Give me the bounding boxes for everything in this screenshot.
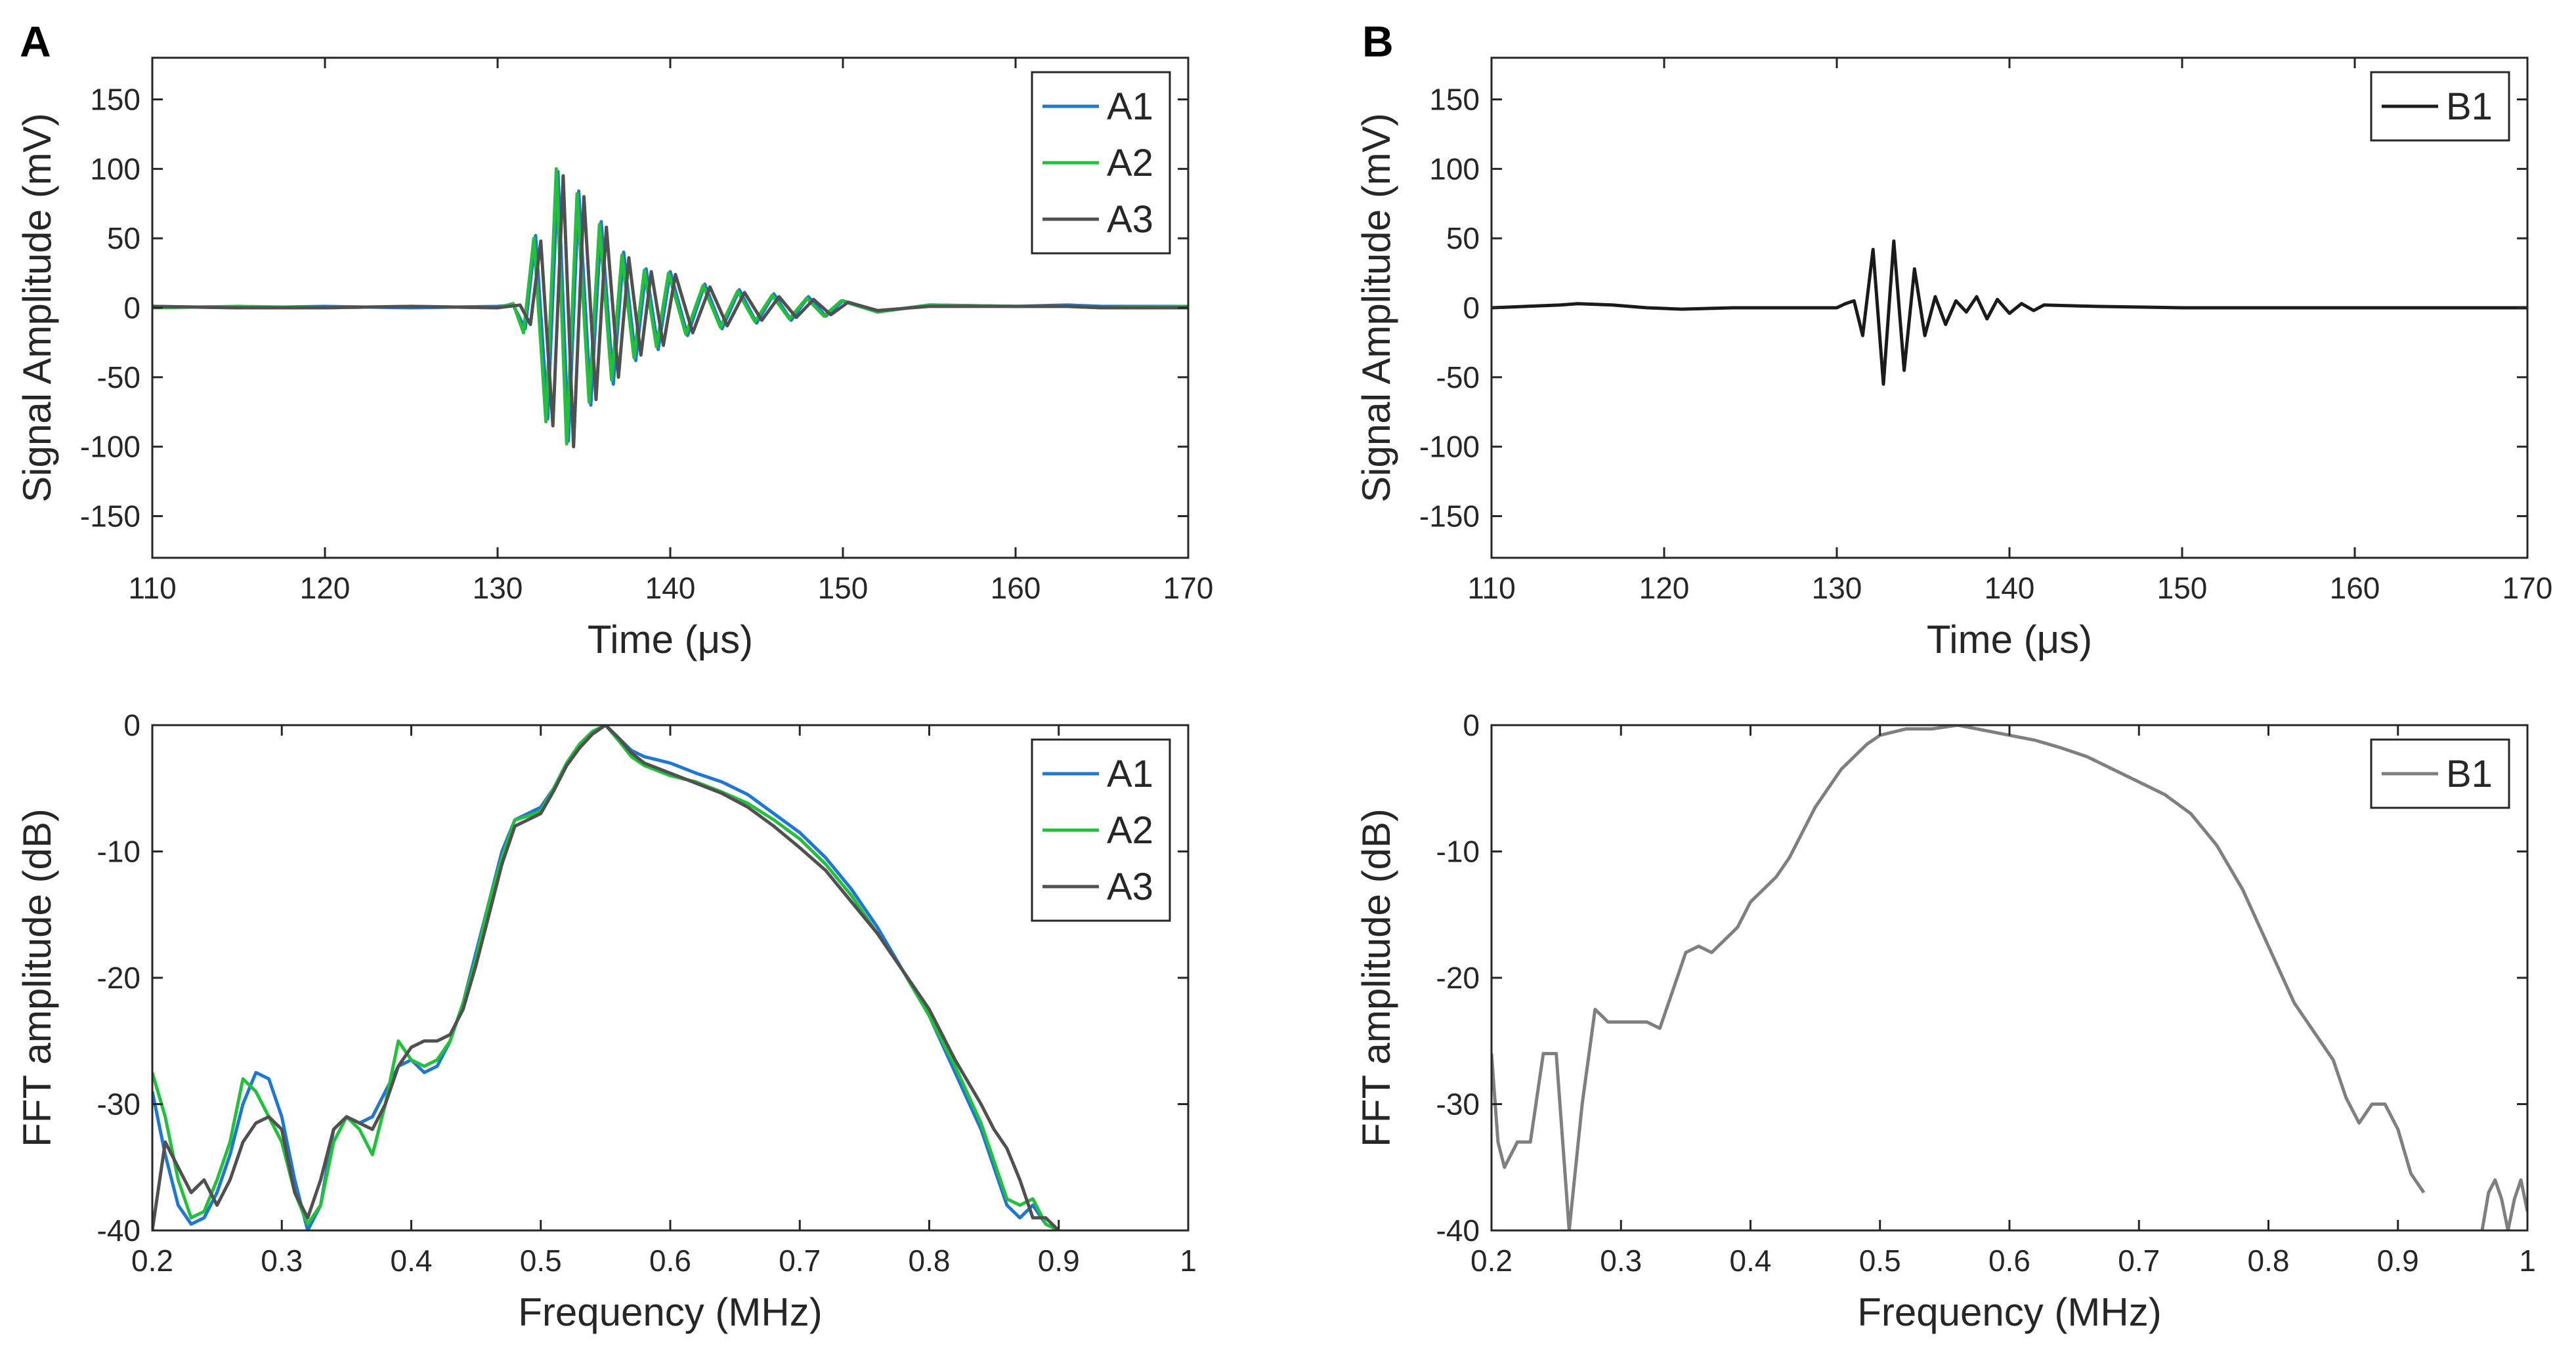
y-tick-label: -50 (97, 360, 140, 394)
series-line-b1 (1492, 239, 2527, 386)
x-tick-label: 0.8 (2248, 1244, 2290, 1278)
chart-time-a: 110 120 130 140 150 160 170 -150 -100 -50 0 50 100 15… (15, 56, 1214, 661)
y-tick-label: -30 (1436, 1087, 1480, 1122)
x-axis-label: Frequency (MHz) (518, 1290, 822, 1334)
y-tick-label: 0 (1463, 708, 1480, 742)
legend-box (1031, 71, 1171, 255)
legend: A1 A2 A3 (1031, 71, 1171, 255)
series-line-a3 (152, 725, 1060, 1230)
y-tick-label: 50 (1446, 221, 1480, 255)
x-tick-label: 0.6 (649, 1244, 691, 1278)
x-tick-label: 130 (473, 571, 523, 605)
x-tick-label: 1 (1180, 1244, 1197, 1278)
y-tick-label: 100 (90, 152, 140, 186)
panel-letter-a: A (20, 17, 51, 66)
legend: B1 (2370, 738, 2510, 809)
y-axis-label: Signal Amplitude (mV) (1354, 113, 1398, 503)
x-tick-label: 170 (2502, 571, 2553, 605)
x-tick-label: 0.5 (520, 1244, 562, 1278)
legend-label-a2: A2 (1107, 142, 1153, 184)
x-tick-label: 1 (2519, 1244, 2536, 1278)
x-axis-label: Time (μs) (1927, 618, 2092, 661)
y-axis-label: FFT amplitude (dB) (1354, 808, 1398, 1147)
legend: A1 A2 A3 (1031, 738, 1171, 922)
legend: B1 (2370, 71, 2510, 142)
legend-label-a2: A2 (1107, 809, 1153, 852)
legend-label-a3: A3 (1107, 866, 1153, 908)
legend-label-a1: A1 (1107, 753, 1153, 795)
x-tick-label: 170 (1163, 571, 1214, 605)
y-tick-label: -150 (80, 499, 140, 534)
y-tick-label: -40 (1436, 1213, 1480, 1248)
chart-fft-a: 0.2 0.3 0.4 0.5 0.6 0.7 0.8 0.9 1 -40 -30 -20 -10 0 Fr… (15, 708, 1197, 1334)
series-line-b1-tail (2480, 1178, 2527, 1230)
y-tick-label: -10 (1436, 835, 1480, 869)
y-tick-label: -100 (1419, 430, 1480, 464)
y-tick-label: -150 (1419, 499, 1480, 534)
legend-label-a3: A3 (1107, 198, 1153, 241)
x-tick-label: 140 (645, 571, 696, 605)
x-tick-label: 110 (128, 571, 176, 605)
y-tick-label: 50 (107, 221, 140, 255)
x-tick-label: 0.2 (1470, 1244, 1513, 1278)
x-tick-label: 0.2 (131, 1244, 173, 1278)
x-tick-label: 140 (1985, 571, 2035, 605)
legend-label-b1: B1 (2446, 85, 2493, 128)
x-tick-label: 120 (1639, 571, 1690, 605)
chart-time-b: 110 120 130 140 150 160 170 -150 -100 -50 0 50 100 15… (1354, 56, 2553, 661)
y-tick-label: 150 (1429, 83, 1480, 117)
y-tick-label: 150 (90, 83, 140, 117)
series-line-a3 (152, 174, 1188, 449)
x-tick-label: 0.3 (261, 1244, 303, 1278)
panel-letter-b: B (1362, 17, 1394, 66)
y-tick-label: 100 (1429, 152, 1480, 186)
x-tick-label: 120 (300, 571, 351, 605)
x-tick-label: 0.7 (779, 1244, 821, 1278)
series-line-b1 (1492, 725, 2426, 1230)
legend-label-a1: A1 (1107, 85, 1153, 128)
x-tick-label: 0.3 (1600, 1244, 1642, 1278)
x-axis-label: Time (μs) (588, 618, 753, 661)
legend-label-b1: B1 (2446, 753, 2493, 795)
y-tick-label: -30 (97, 1087, 140, 1122)
x-tick-label: 0.8 (909, 1244, 951, 1278)
y-tick-label: 0 (1463, 291, 1480, 325)
y-tick-label: -20 (97, 961, 140, 995)
chart-fft-b: 0.2 0.3 0.4 0.5 0.6 0.7 0.8 0.9 1 -40 -30 -20 -10 0 Fr… (1354, 708, 2536, 1334)
y-tick-label: -100 (80, 430, 140, 464)
y-tick-label: 0 (123, 291, 140, 325)
y-axis-label: Signal Amplitude (mV) (15, 113, 59, 503)
x-tick-label: 150 (818, 571, 869, 605)
y-tick-label: -50 (1436, 360, 1480, 394)
x-tick-label: 0.4 (391, 1244, 433, 1278)
plot-area (1492, 725, 2527, 1230)
x-tick-label: 0.9 (2377, 1244, 2419, 1278)
x-tick-label: 130 (1812, 571, 1862, 605)
x-tick-label: 150 (2157, 571, 2208, 605)
x-tick-label: 0.5 (1859, 1244, 1901, 1278)
x-tick-label: 160 (2330, 571, 2380, 605)
x-tick-label: 0.9 (1038, 1244, 1080, 1278)
x-axis-label: Frequency (MHz) (1857, 1290, 2161, 1334)
x-tick-label: 0.4 (1730, 1244, 1772, 1278)
plot-area (152, 725, 1188, 1230)
x-tick-label: 160 (991, 571, 1041, 605)
y-tick-label: -10 (97, 835, 140, 869)
x-tick-label: 110 (1467, 571, 1515, 605)
y-tick-label: 0 (123, 708, 140, 742)
y-axis-label: FFT amplitude (dB) (15, 808, 59, 1147)
y-tick-label: -40 (97, 1213, 140, 1248)
y-tick-label: -20 (1436, 961, 1480, 995)
x-tick-label: 0.7 (2118, 1244, 2160, 1278)
x-tick-label: 0.6 (1988, 1244, 2030, 1278)
